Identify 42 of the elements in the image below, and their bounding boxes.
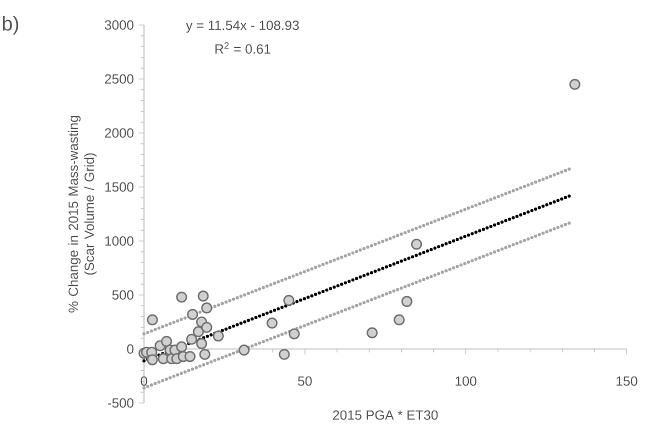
y-tick-label: 2500 xyxy=(104,74,134,84)
point xyxy=(266,318,278,329)
point xyxy=(411,238,422,250)
point xyxy=(160,336,172,347)
point xyxy=(186,334,198,345)
point xyxy=(146,354,158,366)
y-tick-label: 1000 xyxy=(105,236,134,246)
point xyxy=(201,322,212,333)
point xyxy=(199,348,210,360)
y-axis-title: % Change in 2015 Mass-wasting (Scar Volume / Grid) xyxy=(68,116,97,312)
point xyxy=(366,327,378,338)
point xyxy=(176,341,188,352)
annotation: R$^{2}$ = 0.61 xyxy=(215,42,270,54)
point xyxy=(569,78,580,90)
point xyxy=(176,292,188,303)
point xyxy=(192,326,204,338)
annotation: y = 11.54x - 108.93 xyxy=(186,20,299,33)
point xyxy=(283,294,294,306)
point xyxy=(198,290,209,302)
y-tick-label: 2000 xyxy=(104,128,134,138)
point xyxy=(212,330,224,342)
point xyxy=(146,314,158,326)
x-tick-label: 100 xyxy=(456,376,476,386)
x-tick-label: 150 xyxy=(616,376,638,386)
x-axis-title: 2015 PGA * ET30 xyxy=(333,410,438,420)
point xyxy=(394,314,405,326)
point xyxy=(201,302,212,314)
point xyxy=(288,328,300,340)
y-tick-label: 500 xyxy=(112,290,134,300)
point xyxy=(184,351,196,362)
point xyxy=(196,338,208,350)
x-tick-label: 50 xyxy=(298,376,312,386)
y-tick-label: 3000 xyxy=(104,20,134,30)
y-tick-label: -500 xyxy=(108,398,134,408)
point xyxy=(401,296,412,308)
text: b) xyxy=(2,16,18,35)
x-tick-label: 0 xyxy=(140,376,148,386)
point xyxy=(238,344,250,356)
y-tick-label: 1500 xyxy=(105,182,134,192)
point xyxy=(187,308,198,320)
y-tick-label: 0 xyxy=(127,344,134,354)
point xyxy=(278,348,290,360)
